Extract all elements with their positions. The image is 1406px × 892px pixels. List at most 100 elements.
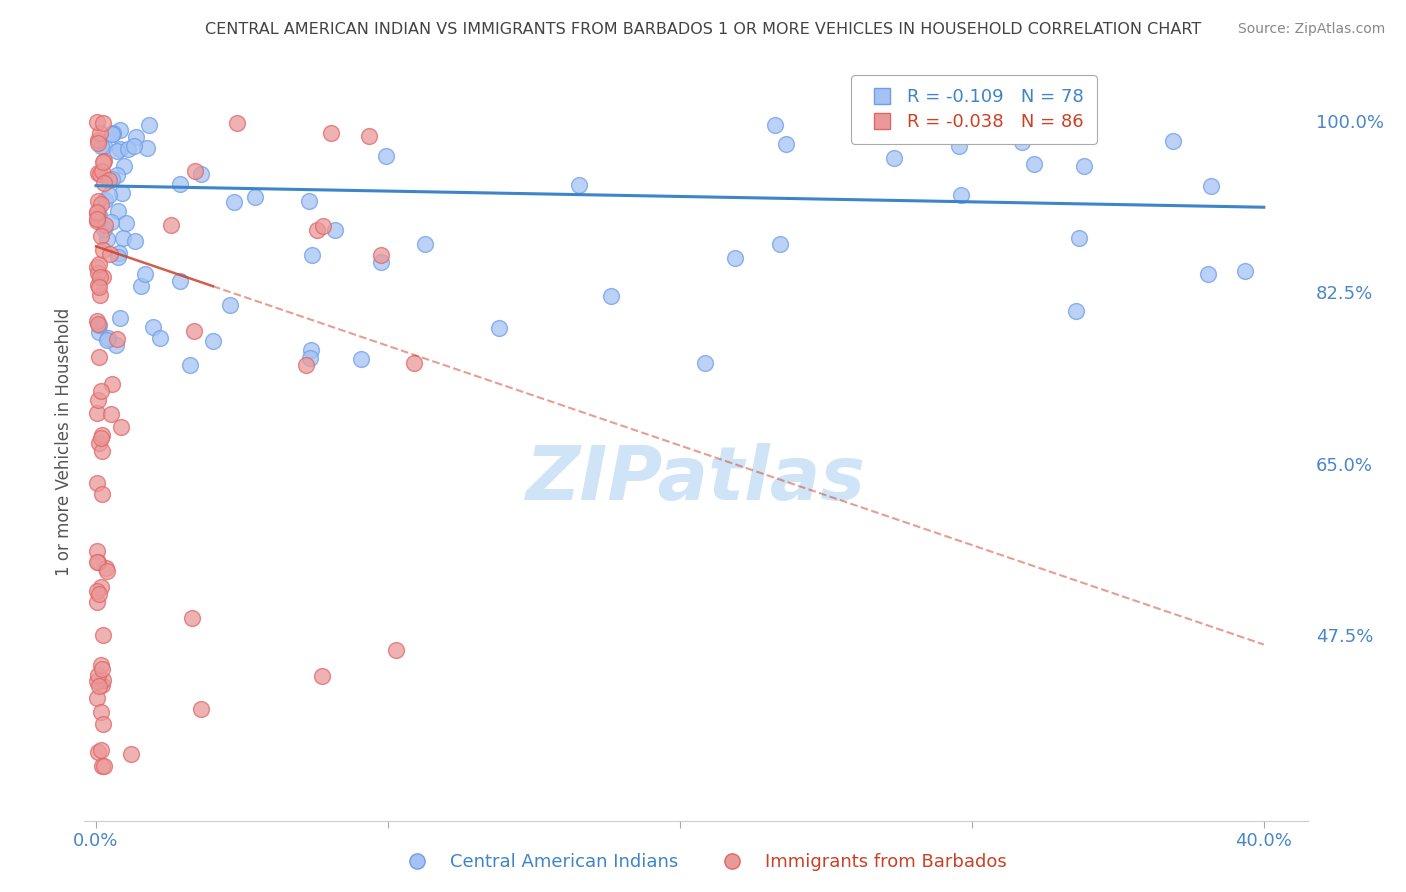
Point xyxy=(91,628,114,642)
Point xyxy=(90,443,112,458)
Point xyxy=(86,690,108,705)
Point xyxy=(87,350,110,364)
Point xyxy=(357,128,380,143)
Point xyxy=(298,351,321,366)
Point xyxy=(218,297,240,311)
Point xyxy=(87,211,110,226)
Point xyxy=(86,476,108,491)
Point xyxy=(86,595,108,609)
Point xyxy=(90,139,112,153)
Point xyxy=(94,193,117,207)
Point xyxy=(87,280,110,294)
Point xyxy=(1073,159,1095,173)
Point xyxy=(312,219,335,234)
Point xyxy=(112,159,135,173)
Point xyxy=(96,564,118,578)
Point xyxy=(86,406,108,420)
Point xyxy=(111,186,134,201)
Point xyxy=(319,126,342,140)
Point xyxy=(948,139,970,153)
Point xyxy=(184,164,207,178)
Point xyxy=(87,325,110,339)
Point xyxy=(91,428,114,442)
Point xyxy=(91,116,114,130)
Point xyxy=(311,669,333,683)
Point xyxy=(86,583,108,598)
Point xyxy=(107,203,129,218)
Point xyxy=(724,251,747,265)
Point xyxy=(149,331,172,345)
Point xyxy=(93,673,115,687)
Point xyxy=(90,759,112,773)
Point xyxy=(134,267,156,281)
Point xyxy=(695,356,717,370)
Point xyxy=(122,138,145,153)
Y-axis label: 1 or more Vehicles in Household: 1 or more Vehicles in Household xyxy=(55,308,73,575)
Point xyxy=(883,151,905,165)
Point xyxy=(87,555,110,569)
Point xyxy=(169,177,191,191)
Point xyxy=(112,231,135,245)
Point xyxy=(301,248,323,262)
Point xyxy=(90,196,112,211)
Point xyxy=(87,208,110,222)
Point xyxy=(93,154,115,169)
Point xyxy=(101,128,124,142)
Point xyxy=(295,358,318,372)
Point xyxy=(950,188,973,202)
Point xyxy=(1011,136,1033,150)
Point xyxy=(97,330,120,344)
Point xyxy=(93,154,115,169)
Point xyxy=(105,168,128,182)
Point xyxy=(87,136,110,150)
Point xyxy=(110,419,132,434)
Point xyxy=(90,163,112,178)
Point xyxy=(94,561,117,575)
Point xyxy=(90,580,112,594)
Point xyxy=(180,611,202,625)
Point xyxy=(374,149,396,163)
Point xyxy=(404,356,426,370)
Point xyxy=(87,266,110,280)
Point xyxy=(87,435,110,450)
Point xyxy=(110,142,132,156)
Text: ZIPatlas: ZIPatlas xyxy=(526,443,866,516)
Point xyxy=(1064,304,1087,318)
Legend: Central American Indians, Immigrants from Barbados: Central American Indians, Immigrants fro… xyxy=(392,847,1014,879)
Point xyxy=(120,747,142,762)
Point xyxy=(190,702,212,716)
Point xyxy=(90,662,112,676)
Point xyxy=(90,678,112,692)
Point xyxy=(142,320,165,334)
Point xyxy=(86,314,108,328)
Point xyxy=(87,257,110,271)
Point xyxy=(224,195,246,210)
Point xyxy=(114,216,136,230)
Point xyxy=(129,279,152,293)
Point xyxy=(190,167,212,181)
Point xyxy=(138,118,160,132)
Point xyxy=(96,333,118,347)
Point xyxy=(307,223,329,237)
Point xyxy=(90,228,112,243)
Point xyxy=(101,126,124,140)
Point xyxy=(96,232,118,246)
Point xyxy=(567,178,589,192)
Point xyxy=(301,343,323,357)
Point xyxy=(90,431,112,445)
Text: Source: ZipAtlas.com: Source: ZipAtlas.com xyxy=(1237,22,1385,37)
Point xyxy=(775,136,797,151)
Point xyxy=(93,759,115,773)
Point xyxy=(93,139,115,153)
Point xyxy=(1197,267,1219,281)
Text: CENTRAL AMERICAN INDIAN VS IMMIGRANTS FROM BARBADOS 1 OR MORE VEHICLES IN HOUSEH: CENTRAL AMERICAN INDIAN VS IMMIGRANTS FR… xyxy=(205,22,1201,37)
Point xyxy=(86,206,108,220)
Point xyxy=(136,141,159,155)
Point xyxy=(488,320,510,334)
Point xyxy=(86,555,108,569)
Point xyxy=(87,166,110,180)
Point xyxy=(87,668,110,682)
Point xyxy=(101,171,124,186)
Point xyxy=(1163,135,1185,149)
Point xyxy=(763,118,786,132)
